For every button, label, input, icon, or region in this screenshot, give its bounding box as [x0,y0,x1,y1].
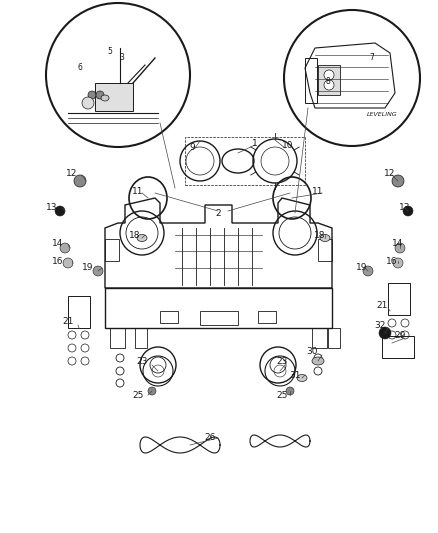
Ellipse shape [101,95,109,101]
Text: 8: 8 [325,77,330,85]
Text: 12: 12 [384,168,396,177]
Circle shape [74,175,86,187]
Bar [160,311,178,323]
Circle shape [324,70,334,80]
Bar [305,58,317,103]
Text: 25: 25 [276,391,288,400]
Text: 10: 10 [282,141,294,150]
Circle shape [379,327,391,339]
Bar [388,283,410,315]
Text: 14: 14 [392,238,404,247]
Circle shape [393,258,403,268]
Circle shape [324,80,334,90]
Text: 1: 1 [252,139,258,148]
Text: 16: 16 [386,256,398,265]
Circle shape [55,206,65,216]
Text: 13: 13 [46,204,58,213]
Bar [68,296,90,328]
Text: 21: 21 [376,301,388,310]
Text: 25: 25 [132,391,144,400]
Circle shape [395,243,405,253]
Text: 23: 23 [276,357,288,366]
Circle shape [392,175,404,187]
Circle shape [88,91,96,99]
Ellipse shape [297,375,307,382]
Bar [382,336,414,358]
Circle shape [82,97,94,109]
Text: 31: 31 [289,370,301,379]
Circle shape [63,258,73,268]
Bar [312,328,327,348]
Bar [105,239,119,261]
Bar [95,83,133,111]
Ellipse shape [137,235,147,241]
Bar [200,311,238,325]
Text: 23: 23 [136,357,148,366]
Text: 16: 16 [52,256,64,265]
Circle shape [286,387,294,395]
Circle shape [60,243,70,253]
Text: 19: 19 [82,263,94,272]
Bar [328,328,340,348]
Text: 2: 2 [215,208,221,217]
Text: 19: 19 [356,263,368,272]
Text: 14: 14 [52,238,64,247]
Text: 9: 9 [189,143,195,152]
Text: 18: 18 [129,230,141,239]
Circle shape [363,266,373,276]
Text: 30: 30 [306,346,318,356]
Bar [318,239,332,261]
Ellipse shape [312,357,324,365]
Circle shape [403,206,413,216]
Text: 7: 7 [370,53,374,62]
Bar [185,137,305,185]
Text: 26: 26 [204,433,215,442]
Text: 11: 11 [132,187,144,196]
Text: 13: 13 [399,204,411,213]
Text: 32: 32 [374,320,386,329]
Bar [258,311,276,323]
Text: 11: 11 [312,187,324,196]
Bar [110,328,125,348]
Text: LEVELING: LEVELING [367,112,397,117]
Circle shape [96,91,104,99]
Circle shape [93,266,103,276]
Text: 21: 21 [62,317,74,326]
Text: 18: 18 [314,230,326,239]
Bar [135,328,147,348]
Text: 5: 5 [108,46,113,55]
Text: 29: 29 [394,330,406,340]
Bar [318,65,340,95]
Text: 3: 3 [120,53,124,62]
Text: 12: 12 [66,168,78,177]
Text: 6: 6 [78,63,82,72]
Circle shape [148,387,156,395]
Ellipse shape [320,235,330,241]
